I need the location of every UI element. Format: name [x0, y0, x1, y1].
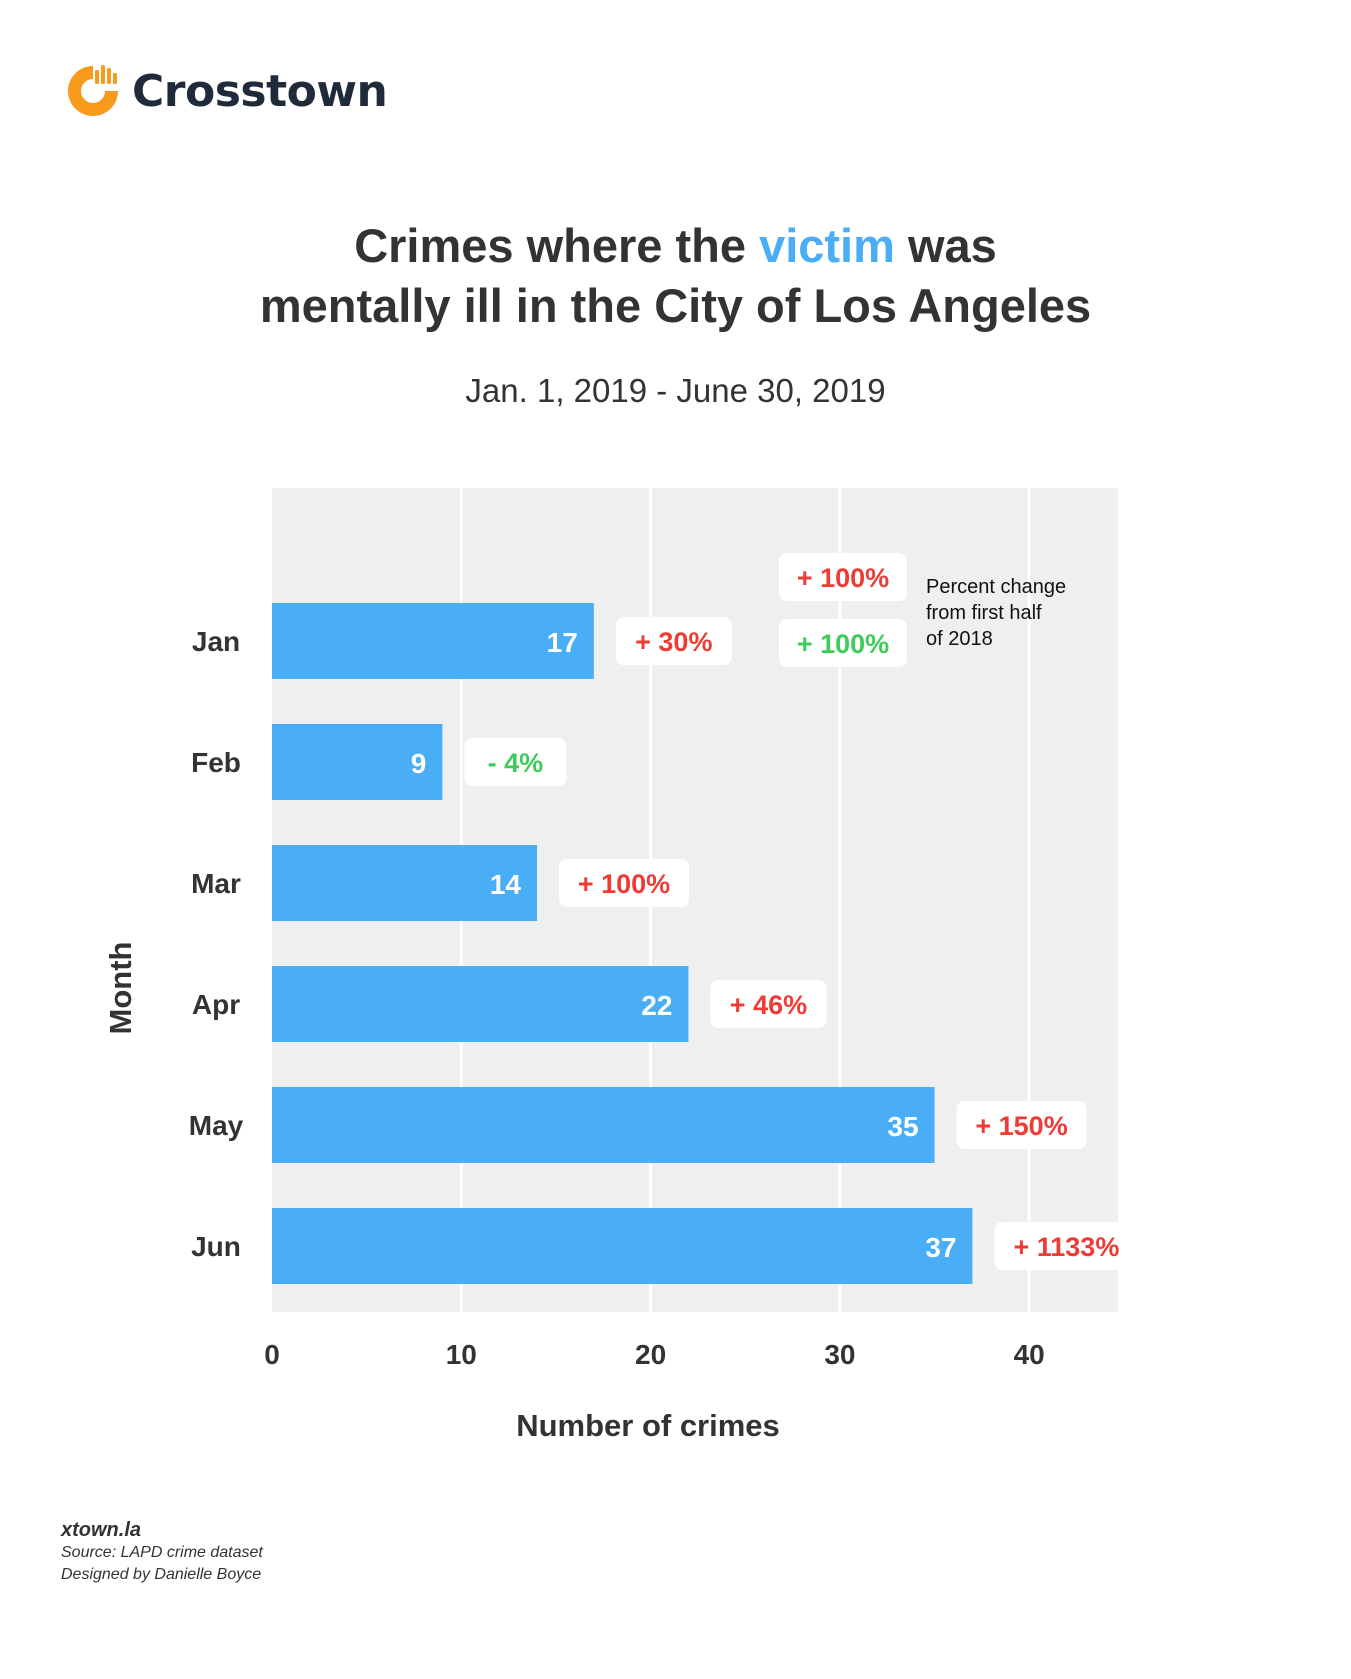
change-badge	[559, 859, 690, 907]
bar-value-label: 9	[411, 748, 427, 779]
title-highlight: victim	[759, 219, 895, 272]
x-tick-label: 20	[635, 1339, 666, 1370]
legend-text: Percent change	[926, 576, 1066, 598]
change-badge	[464, 738, 567, 786]
footer-credit: Designed by Danielle Boyce	[61, 1566, 262, 1583]
change-label: + 100%	[578, 869, 670, 899]
chart-title: Crimes where the victim was mentally ill…	[0, 216, 1351, 336]
change-badge	[956, 1101, 1087, 1149]
bar	[272, 966, 689, 1042]
change-badge	[710, 980, 827, 1028]
bar	[272, 724, 443, 800]
x-tick-label: 0	[264, 1339, 280, 1370]
title-pre: Crimes where the	[354, 219, 760, 272]
change-label: + 30%	[635, 627, 712, 657]
bar	[272, 845, 538, 921]
footer-site: xtown.la	[61, 1519, 142, 1541]
bar-value-label: 37	[925, 1232, 956, 1263]
y-tick-label: Jan	[192, 626, 240, 657]
bar-chart: 0 10 20 30 40 Number of crimes Month Jan 17 + 30%…	[103, 488, 1139, 1443]
bar-value-label: 14	[490, 869, 522, 900]
title-post: was	[894, 219, 997, 272]
change-label: - 4%	[488, 748, 544, 778]
title-line-2: mentally ill in the City of Los Angeles	[259, 279, 1092, 332]
y-tick-label: Apr	[192, 989, 240, 1020]
y-tick-label: Mar	[191, 868, 241, 899]
y-axis-label: Month	[103, 942, 138, 1035]
bar-value-label: 22	[641, 990, 672, 1021]
bar	[272, 1087, 935, 1163]
footer-source: Source: LAPD crime dataset	[61, 1544, 263, 1561]
y-tick-label: May	[189, 1110, 244, 1141]
bar	[272, 603, 594, 679]
change-badge	[994, 1222, 1139, 1270]
change-badge	[615, 617, 732, 665]
legend-decrease-badge	[779, 619, 907, 667]
change-label: + 1133%	[1013, 1232, 1119, 1262]
footer: xtown.la Source: LAPD crime dataset Desi…	[61, 1518, 263, 1586]
x-tick-label: 40	[1014, 1339, 1045, 1370]
legend-increase-label: + 100%	[797, 563, 889, 593]
crosstown-logo-icon	[68, 65, 118, 116]
change-label: + 150%	[975, 1111, 1067, 1141]
x-axis-label: Number of crimes	[516, 1408, 780, 1443]
brand-logo: Crosstown	[64, 62, 388, 120]
bar	[272, 1208, 973, 1284]
y-tick-label: Feb	[191, 747, 241, 778]
chart-subtitle: Jan. 1, 2019 - June 30, 2019	[465, 372, 886, 409]
y-tick-label: Jun	[191, 1231, 241, 1262]
bar-value-label: 17	[547, 627, 578, 658]
change-label: + 46%	[730, 990, 807, 1020]
bar-value-label: 35	[887, 1111, 918, 1142]
x-tick-label: 10	[446, 1339, 477, 1370]
legend-text: of 2018	[926, 628, 993, 650]
x-tick-label: 30	[824, 1339, 855, 1370]
legend-text: from first half	[926, 602, 1042, 624]
legend-increase-badge	[779, 553, 907, 601]
legend-decrease-label: + 100%	[797, 629, 889, 659]
title-line-1: Crimes where the victim was	[0, 216, 1351, 276]
brand-name: Crosstown	[132, 65, 388, 117]
